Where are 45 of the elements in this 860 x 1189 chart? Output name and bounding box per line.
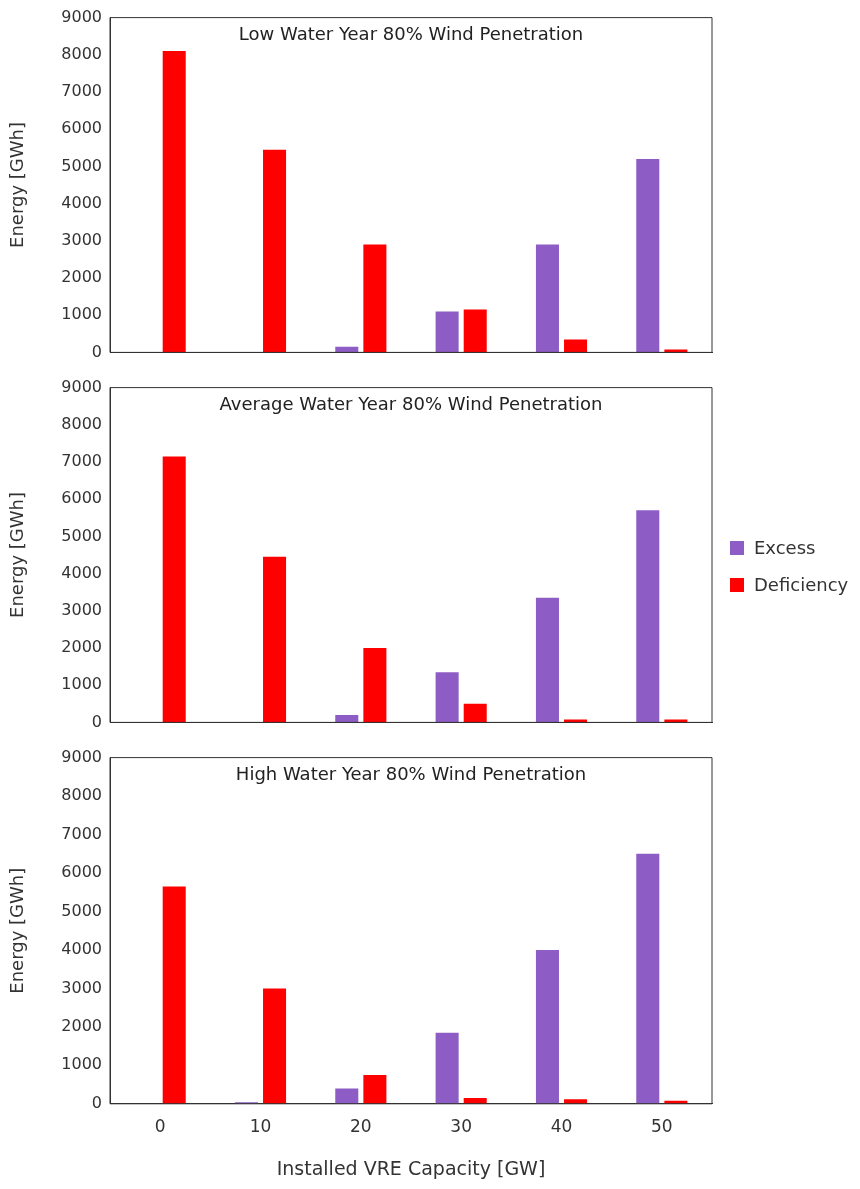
y-tick-label: 9000 (61, 746, 102, 766)
y-tick-label: 5000 (61, 900, 102, 920)
y-tick-label: 7000 (61, 823, 102, 843)
x-tick-label: 50 (651, 1116, 673, 1137)
legend-label: Deficiency (754, 574, 849, 595)
chart-title: Average Water Year 80% Wind Penetration (219, 393, 603, 415)
y-tick-label: 4000 (61, 562, 102, 582)
y-tick-label: 1000 (61, 304, 102, 324)
y-tick-label: 8000 (61, 43, 102, 63)
y-tick-label: 3000 (61, 977, 102, 997)
y-tick-label: 0 (91, 341, 102, 361)
x-tick-label: 0 (154, 1116, 166, 1137)
x-axis-title: Installed VRE Capacity [GW] (276, 1156, 546, 1179)
y-tick-label: 6000 (61, 862, 102, 882)
y-tick-label: 6000 (61, 488, 102, 508)
y-tick-label: 2000 (61, 1016, 102, 1036)
y-tick-label: 9000 (61, 6, 102, 26)
y-tick-label: 8000 (61, 413, 102, 433)
x-tick-label: 40 (550, 1116, 573, 1137)
chart-title: Low Water Year 80% Wind Penetration (238, 23, 584, 45)
x-tick-label: 10 (249, 1116, 272, 1137)
legend-label: Excess (754, 537, 816, 558)
y-tick-label: 7000 (61, 81, 102, 101)
y-tick-label: 2000 (61, 267, 102, 287)
chart-title: High Water Year 80% Wind Penetration (235, 763, 587, 785)
y-tick-label: 1000 (61, 1054, 102, 1074)
y-axis-title: Energy [GWh] (6, 122, 28, 248)
y-tick-label: 5000 (61, 155, 102, 175)
y-tick-label: 0 (91, 1092, 102, 1112)
y-tick-label: 8000 (61, 785, 102, 805)
y-tick-label: 2000 (61, 637, 102, 657)
y-tick-label: 4000 (61, 939, 102, 959)
y-tick-label: 3000 (61, 229, 102, 249)
x-tick-label: 30 (450, 1116, 472, 1137)
y-axis-title: Energy [GWh] (6, 867, 28, 994)
y-tick-label: 7000 (61, 451, 102, 471)
y-tick-label: 1000 (61, 674, 102, 694)
y-tick-label: 4000 (61, 192, 102, 212)
y-tick-label: 0 (91, 711, 102, 731)
x-tick-label: 20 (350, 1116, 372, 1137)
y-tick-label: 6000 (61, 118, 102, 138)
y-axis-title: Energy [GWh] (6, 492, 28, 618)
y-tick-label: 3000 (61, 599, 102, 619)
y-tick-label: 5000 (61, 525, 102, 545)
y-tick-label: 9000 (61, 376, 102, 396)
